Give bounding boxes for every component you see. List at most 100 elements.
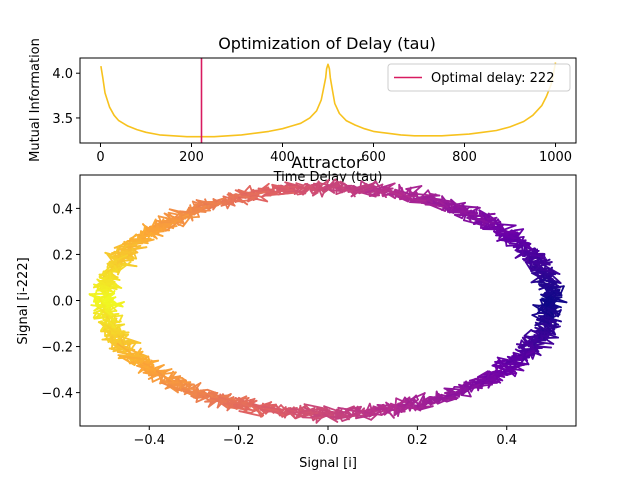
attractor-segment [106, 254, 128, 265]
attractor-segment [546, 269, 562, 285]
attractor-segment [453, 213, 478, 216]
attractor-segment [368, 405, 375, 418]
attractor-segment [150, 373, 154, 383]
mi-x-axis-label: Time Delay (tau) [273, 170, 383, 185]
attractor-segment [248, 184, 254, 195]
attractor-segment [495, 364, 513, 369]
mi-chart-title: Optimization of Delay (tau) [218, 34, 436, 53]
mi-y-tick-label: 3.5 [52, 112, 73, 127]
attractor-segment [249, 400, 254, 408]
attractor-y-tick-label: −0.4 [41, 387, 73, 402]
attractor-y-tick-label: 0.4 [52, 202, 73, 217]
attractor-segment [496, 356, 504, 365]
attractor-segment [195, 199, 212, 212]
mi-plot-area [100, 58, 557, 143]
attractor-segment [329, 416, 339, 423]
attractor-segment [467, 215, 476, 218]
attractor-segment [113, 323, 126, 327]
attractor-segment [220, 203, 229, 207]
attractor-segment [540, 258, 547, 264]
attractor-segment [162, 218, 166, 231]
attractor-segment [277, 192, 290, 196]
attractor-segment [386, 405, 401, 414]
attractor-segment [468, 377, 477, 389]
attractor-segment [113, 245, 127, 249]
mi-series-line-0 [100, 62, 557, 138]
attractor-segment [404, 197, 427, 202]
attractor-segment [546, 267, 555, 273]
attractor-segment [446, 210, 470, 213]
attractor-segment [238, 410, 264, 418]
attractor-segment [195, 199, 217, 206]
attractor-segment [505, 372, 515, 376]
attractor-segment [394, 188, 411, 199]
attractor-axes-frame [79, 174, 577, 427]
attractor-segment [199, 388, 209, 392]
mi-axes-frame [79, 57, 577, 144]
mi-x-tick-label: 400 [270, 150, 295, 165]
attractor-segment [512, 240, 520, 249]
attractor-segment [443, 394, 451, 400]
attractor-segment [481, 225, 492, 229]
mi-x-tick-label: 200 [179, 150, 204, 165]
attractor-segment [114, 245, 120, 257]
attractor-segment [143, 367, 154, 371]
attractor-segment [479, 383, 493, 387]
attractor-segment [88, 292, 116, 296]
attractor-y-ticks: −0.4 −0.2 0.0 0.2 0.4 [41, 202, 80, 402]
attractor-segment [424, 197, 432, 202]
attractor-segment [531, 272, 543, 280]
attractor-segment [127, 350, 144, 356]
attractor-segment [468, 383, 481, 389]
attractor-segment [523, 328, 533, 337]
attractor-segment [181, 387, 196, 394]
attractor-segment [381, 404, 389, 410]
attractor-segment [253, 403, 267, 415]
attractor-segment [451, 202, 464, 209]
attractor-segment [542, 279, 562, 285]
mi-x-tick-label: 800 [452, 150, 477, 165]
attractor-segment [239, 407, 247, 411]
attractor-segment [98, 309, 103, 319]
attractor-segment [141, 238, 155, 242]
attractor-segment [418, 189, 430, 201]
attractor-segment [151, 376, 163, 383]
attractor-segment [237, 396, 248, 404]
attractor-segment [117, 333, 125, 345]
attractor-segment [518, 339, 523, 349]
attractor-segment [440, 206, 448, 211]
attractor-segment [427, 397, 440, 403]
attractor-segment [536, 254, 545, 265]
attractor-segment [524, 261, 533, 272]
attractor-x-tick-label: 0.0 [318, 433, 339, 448]
attractor-segment [223, 197, 229, 205]
attractor-segment [88, 293, 101, 302]
attractor-segment [364, 182, 396, 194]
attractor-x-ticks: −0.4 −0.2 0.0 0.2 0.4 [133, 426, 517, 448]
attractor-segment [495, 223, 517, 227]
attractor-segment [161, 381, 192, 384]
attractor-segment [323, 405, 339, 412]
attractor-segment [96, 278, 107, 286]
attractor-segment [479, 378, 491, 384]
attractor-segment [507, 370, 516, 373]
attractor-segment [227, 192, 231, 201]
attractor-segment [384, 189, 403, 197]
attractor-segment [104, 251, 134, 262]
attractor-segment [313, 408, 316, 416]
attractor-segment [226, 396, 240, 412]
attractor-segment [528, 259, 535, 271]
mi-x-tick-label: 0 [96, 150, 104, 165]
attractor-segment [137, 234, 154, 239]
attractor-segment [461, 211, 467, 220]
attractor-segment [393, 397, 398, 417]
attractor-x-tick-label: −0.2 [223, 433, 255, 448]
attractor-segment [409, 398, 426, 408]
attractor-segment [453, 213, 463, 220]
attractor-segment [260, 195, 269, 203]
attractor-segment [341, 418, 350, 422]
attractor-segment [358, 191, 366, 195]
attractor-segment [514, 228, 525, 232]
attractor-chart-title: Attractor [291, 153, 362, 172]
